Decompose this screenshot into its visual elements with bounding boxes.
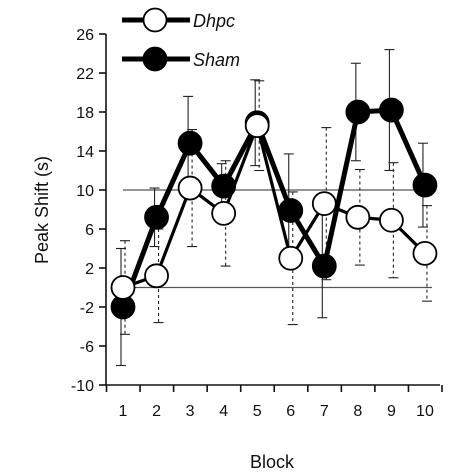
legend-marker xyxy=(142,7,168,33)
axes: 26 22 18 14 10 6 2 -2 -6 -10 1 2 3 4 5 6 7 8 9 10 xyxy=(71,27,443,420)
data-point-sham xyxy=(177,130,203,156)
data-point-sham xyxy=(378,97,404,123)
data-point-sham xyxy=(412,172,438,198)
data-point-dhpc xyxy=(311,191,337,217)
data-point-dhpc xyxy=(144,263,169,289)
data-point-dhpc xyxy=(244,113,270,139)
y-tick-label: 22 xyxy=(76,66,94,83)
legend-label: Dhpc xyxy=(193,11,235,31)
x-tick-label: 2 xyxy=(152,403,161,420)
data-point-sham xyxy=(278,198,304,223)
legend-label: Sham xyxy=(193,50,240,70)
y-tick-label: 14 xyxy=(76,144,94,161)
reference-lines xyxy=(123,189,432,289)
y-tick-label: 10 xyxy=(76,183,94,200)
data-point-dhpc xyxy=(177,175,203,201)
data-point-sham xyxy=(211,173,237,199)
data-point-sham xyxy=(311,253,337,279)
x-tick-label: 1 xyxy=(119,403,128,420)
data-point-sham xyxy=(345,99,371,125)
x-axis-title: Block xyxy=(250,452,295,472)
y-tick-label: -10 xyxy=(71,378,94,395)
y-tick-label: 26 xyxy=(76,27,94,44)
data-point-dhpc xyxy=(211,200,237,226)
x-tick-label: 4 xyxy=(219,403,228,420)
y-tick-label: -2 xyxy=(80,300,94,317)
y-tick-label: 2 xyxy=(85,261,94,278)
y-tick-label: 18 xyxy=(76,105,94,122)
series-line-sham xyxy=(120,107,428,308)
legend: Dhpc Sham xyxy=(122,7,240,72)
y-tick-label: -6 xyxy=(80,339,94,356)
x-tick-label: 7 xyxy=(320,403,329,420)
y-axis-title: Peak Shift (s) xyxy=(32,156,52,264)
data-point-dhpc xyxy=(110,275,136,300)
x-tick-label: 8 xyxy=(353,403,362,420)
y-tick-label: 6 xyxy=(85,222,94,239)
data-point-dhpc xyxy=(378,207,404,233)
x-tick-label: 6 xyxy=(286,403,295,420)
x-tick-label: 9 xyxy=(387,403,396,420)
x-tick-label: 5 xyxy=(253,403,262,420)
legend-marker xyxy=(142,46,168,72)
data-point-dhpc xyxy=(278,245,304,271)
data-point-dhpc xyxy=(412,240,438,266)
x-tick-label: 3 xyxy=(186,403,195,420)
series-line-dhpc xyxy=(122,124,427,290)
x-tick-label: 10 xyxy=(416,403,434,420)
data-point-dhpc xyxy=(345,204,371,230)
series-markers xyxy=(110,97,438,320)
series-lines xyxy=(120,107,428,308)
data-point-sham xyxy=(144,204,169,230)
